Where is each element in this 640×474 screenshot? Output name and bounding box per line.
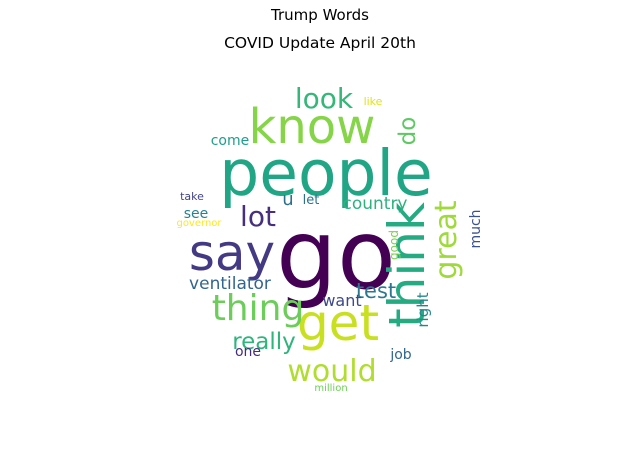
word-job: job	[389, 347, 411, 363]
word-go: go	[276, 199, 396, 311]
word-people: people	[219, 137, 433, 210]
word-governor: governor	[176, 218, 222, 229]
word-get: get	[297, 294, 379, 352]
word-take: take	[180, 190, 204, 203]
word-much: much	[468, 209, 484, 248]
word-see: see	[184, 206, 209, 222]
word-one: one	[235, 344, 261, 360]
word-want: want	[322, 291, 361, 310]
word-thing: thing	[212, 288, 305, 329]
word-do: do	[395, 117, 421, 146]
word-u: u	[282, 189, 293, 210]
word-good: good	[387, 230, 401, 260]
chart-subtitle: COVID Update April 20th	[224, 34, 416, 52]
word-think: think	[378, 202, 436, 328]
word-ventilator: ventilator	[189, 274, 271, 294]
word-would: would	[287, 354, 376, 389]
word-say: say	[189, 224, 275, 282]
word-million: million	[314, 383, 347, 394]
word-great: great	[429, 200, 464, 280]
word-really: really	[232, 329, 296, 355]
word-like: like	[364, 95, 383, 108]
word-country: country	[342, 194, 407, 214]
word-come: come	[211, 133, 250, 149]
word-know: know	[249, 99, 376, 155]
word-let: let	[303, 193, 320, 208]
word-right: right	[414, 292, 432, 327]
word-lot: lot	[240, 200, 276, 233]
chart-title: Trump Words	[271, 6, 369, 24]
word-test: test	[356, 279, 396, 303]
word-look: look	[295, 82, 354, 115]
